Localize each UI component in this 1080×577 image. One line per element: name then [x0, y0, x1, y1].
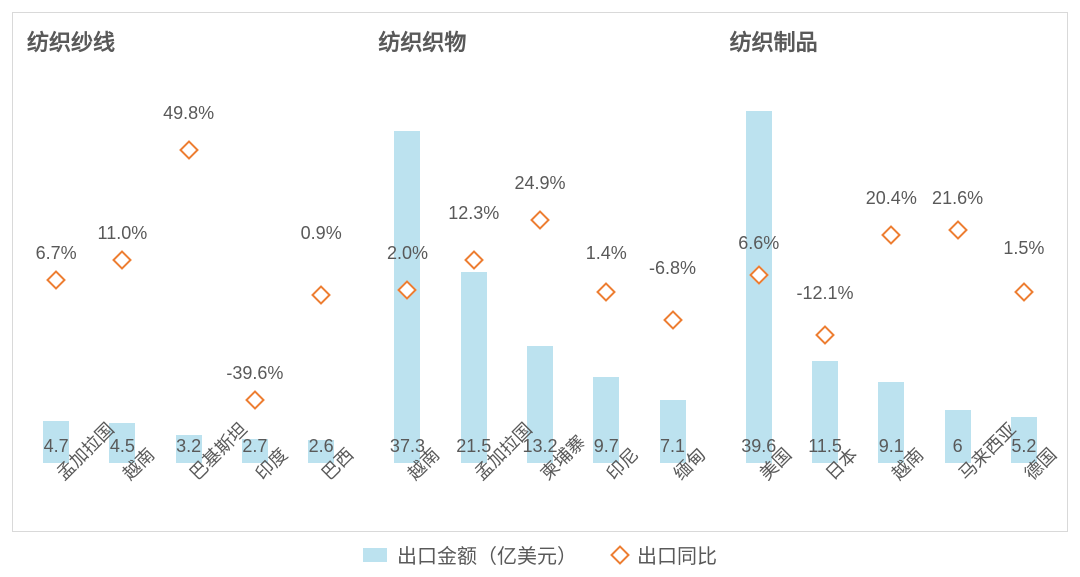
legend-item-bar: 出口金额（亿美元） — [363, 540, 577, 569]
bar-slot: 3.249.8% — [159, 63, 219, 463]
diamond-marker-icon — [948, 220, 968, 240]
bar-slot: 4.76.7% — [26, 63, 86, 463]
pct-label: 20.4% — [866, 188, 917, 209]
bar-slot: 9.71.4% — [576, 63, 636, 463]
legend-swatch-bar — [363, 548, 387, 562]
pct-label: -12.1% — [797, 283, 854, 304]
pct-label: 6.7% — [36, 243, 77, 264]
diamond-marker-icon — [245, 390, 265, 410]
diamond-marker-icon — [881, 225, 901, 245]
legend-marker-icon — [610, 545, 630, 565]
bar-slot: 37.32.0% — [377, 63, 437, 463]
legend-bar-label: 出口金额（亿美元） — [397, 540, 577, 569]
bar-slot: 9.120.4% — [861, 63, 921, 463]
pct-label: -6.8% — [649, 258, 696, 279]
diamond-marker-icon — [663, 310, 683, 330]
diamond-marker-icon — [464, 250, 484, 270]
bar-slot: 4.511.0% — [92, 63, 152, 463]
pct-label: 21.6% — [932, 188, 983, 209]
pct-label: -39.6% — [226, 363, 283, 384]
panel-title: 纺织织物 — [378, 25, 705, 57]
pct-label: 2.0% — [387, 243, 428, 264]
pct-label: 11.0% — [98, 223, 148, 244]
panel-title: 纺织制品 — [730, 25, 1057, 57]
bar-slot: 2.60.9% — [291, 63, 351, 463]
pct-label: 0.9% — [301, 223, 342, 244]
x-labels: 孟加拉国越南巴基斯坦印度巴西 — [23, 463, 354, 533]
legend-marker-label: 出口同比 — [637, 540, 717, 569]
bars-area: 4.76.7%4.511.0%3.249.8%2.7-39.6%2.60.9% — [23, 63, 354, 463]
x-labels: 越南孟加拉国柬埔寨印尼缅甸 — [374, 463, 705, 533]
bar-value-label: 6 — [953, 436, 963, 457]
legend-item-marker: 出口同比 — [613, 540, 717, 569]
diamond-marker-icon — [179, 140, 199, 160]
pct-label: 12.3% — [448, 203, 499, 224]
chart-panel: 纺织制品 39.66.6%11.5-12.1%9.120.4% 6 21.6% 5.21… — [716, 13, 1067, 531]
bar — [746, 111, 772, 463]
bar-slot: 7.1-6.8% — [643, 63, 703, 463]
bar-slot: 11.5-12.1% — [795, 63, 855, 463]
chart-container: 纺织纱线 4.76.7%4.511.0%3.249.8%2.7-39.6%2.60… — [12, 12, 1068, 532]
chart-panel: 纺织纱线 4.76.7%4.511.0%3.249.8%2.7-39.6%2.60… — [13, 13, 364, 531]
bar-slot: 6 21.6% — [928, 63, 988, 463]
pct-label: 1.4% — [586, 243, 627, 264]
legend: 出口金额（亿美元） 出口同比 — [0, 540, 1080, 569]
panel-title: 纺织纱线 — [27, 25, 354, 57]
bar — [461, 272, 487, 463]
bar-slot: 39.66.6% — [729, 63, 789, 463]
diamond-marker-icon — [1014, 282, 1034, 302]
diamond-marker-icon — [46, 270, 66, 290]
pct-label: 6.6% — [738, 233, 779, 254]
bar-slot: 2.7-39.6% — [225, 63, 285, 463]
bar-slot: 13.224.9% — [510, 63, 570, 463]
bar-slot: 5.21.5% — [994, 63, 1054, 463]
chart-panel: 纺织织物 37.32.0%21.512.3%13.224.9%9.71.4%7.1… — [364, 13, 715, 531]
diamond-marker-icon — [596, 282, 616, 302]
panels-row: 纺织纱线 4.76.7%4.511.0%3.249.8%2.7-39.6%2.60… — [13, 13, 1067, 531]
x-labels: 美国日本越南马来西亚德国 — [726, 463, 1057, 533]
diamond-marker-icon — [815, 325, 835, 345]
pct-label: 24.9% — [514, 173, 565, 194]
bar-slot: 21.512.3% — [444, 63, 504, 463]
diamond-marker-icon — [112, 250, 132, 270]
diamond-marker-icon — [311, 285, 331, 305]
pct-label: 49.8% — [163, 103, 214, 124]
bars-area: 39.66.6%11.5-12.1%9.120.4% 6 21.6% 5.21.5% — [726, 63, 1057, 463]
bars-area: 37.32.0%21.512.3%13.224.9%9.71.4%7.1-6.8… — [374, 63, 705, 463]
pct-label: 1.5% — [1003, 238, 1044, 259]
diamond-marker-icon — [530, 210, 550, 230]
